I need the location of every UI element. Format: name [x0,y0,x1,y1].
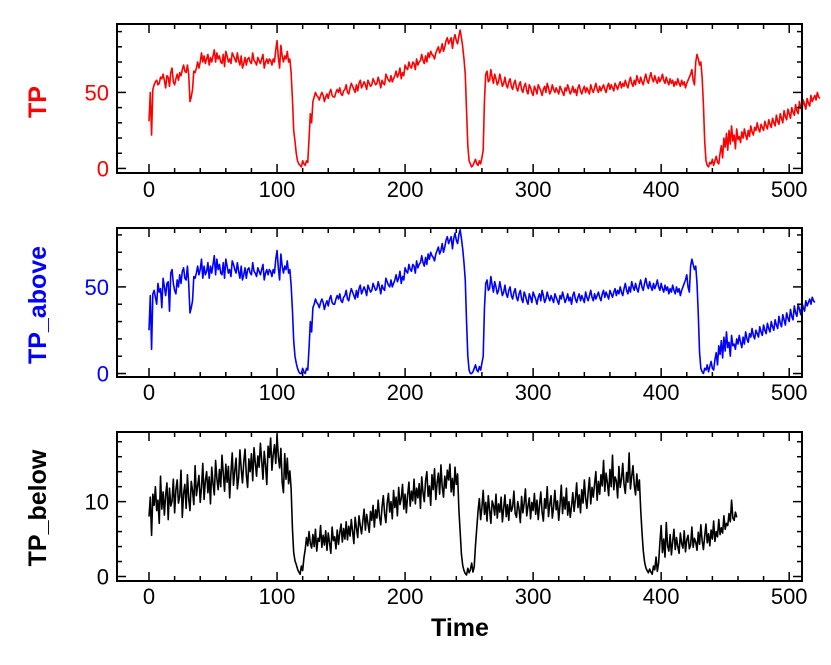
ytick-label-50: 50 [85,275,109,300]
xtick-label-200: 200 [387,380,424,405]
xtick-label-100: 100 [259,380,296,405]
xtick-label-100: 100 [259,584,296,609]
panel-tp: TP 0 100 200 300 400 500 0 50 [24,23,821,202]
xtick-label-200: 200 [387,584,424,609]
plot-frame-tp-below [116,431,803,582]
xtick-label-500: 500 [771,380,808,405]
xtick-label-100: 100 [259,177,296,202]
ylabel-tp-below: TP_below [24,449,52,566]
ytick-label-0: 0 [97,565,109,590]
ticks-tp [117,24,802,173]
xtick-label-0: 0 [143,177,155,202]
ytick-label-10: 10 [85,490,109,515]
ytick-label-0: 0 [97,156,109,181]
series-line-tp [148,29,821,168]
xtick-label-200: 200 [387,177,424,202]
xtick-label-400: 400 [643,177,680,202]
ticks-tp-above [117,228,802,377]
xtick-label-400: 400 [643,380,680,405]
series-line-tp-above [148,228,816,375]
xtick-label-500: 500 [771,584,808,609]
xtick-label-300: 300 [515,177,552,202]
plot-frame-tp-above [116,227,803,378]
xtick-label-300: 300 [515,584,552,609]
ylabel-tp-above: TP_above [24,246,52,364]
ytick-label-50: 50 [85,80,109,105]
series-line-tp-below [148,434,738,576]
plot-frame-tp [116,23,803,174]
ticks-tp-below [117,432,802,581]
xtick-label-0: 0 [143,380,155,405]
xtick-label-300: 300 [515,380,552,405]
ylabel-tp: TP [24,86,52,118]
xtick-label-400: 400 [643,584,680,609]
ytick-label-0: 0 [97,362,109,387]
panel-tp-above: TP_above 0 100 200 300 400 500 0 50 [24,227,816,405]
xtick-label-500: 500 [771,177,808,202]
xtick-label-0: 0 [143,584,155,609]
panel-tp-below: TP_below 0 100 200 300 400 500 0 10 Time [24,431,808,642]
xlabel-time: Time [431,614,489,642]
